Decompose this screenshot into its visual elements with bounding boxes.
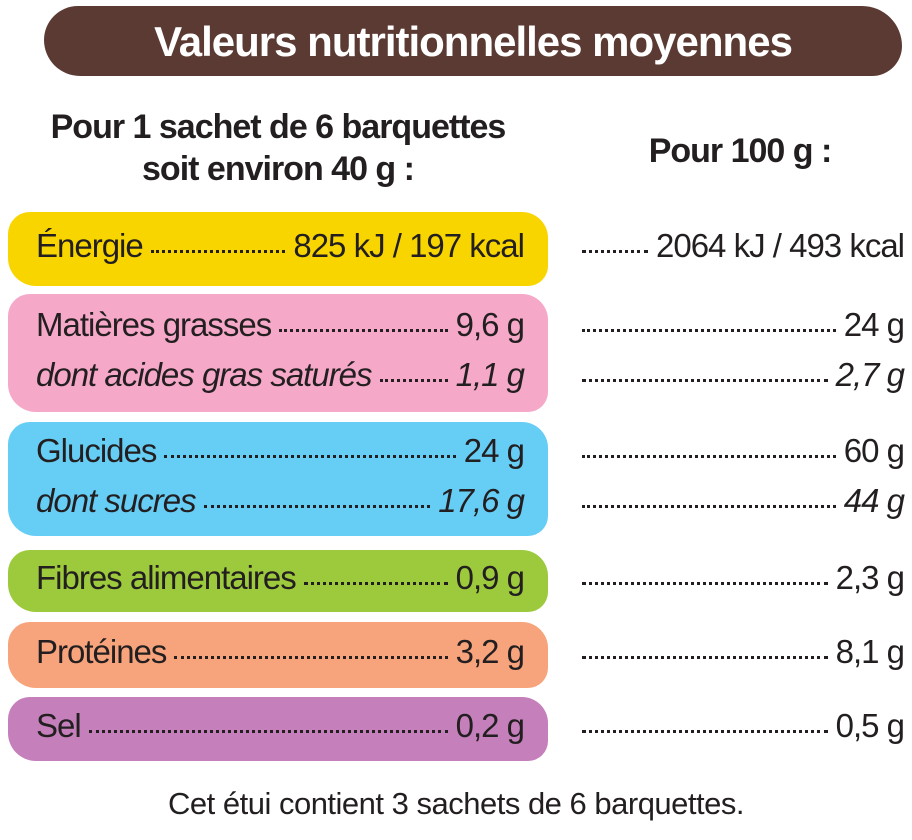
- per100-value: 60 g: [843, 432, 905, 469]
- header-line: soit environ 40 g :: [142, 150, 415, 188]
- nutrient-label: Énergie: [36, 227, 144, 264]
- dot-leader: [174, 656, 448, 659]
- row-per100: 24 g: [582, 306, 905, 344]
- per100-value: 44 g: [843, 482, 905, 519]
- dot-leader: [164, 455, 456, 458]
- row-per100: 60 g: [582, 432, 905, 470]
- row-per100: 8,1 g: [582, 633, 905, 671]
- row-per100: 2,3 g: [582, 559, 905, 597]
- dot-leader: [303, 582, 448, 585]
- row-portion: Protéines 3,2 g: [36, 633, 525, 671]
- row-per100: 0,5 g: [582, 707, 905, 745]
- dot-leader: [582, 730, 828, 733]
- dot-leader: [379, 379, 448, 382]
- per100-header: Pour 100 g :: [648, 132, 833, 170]
- dot-leader: [203, 505, 431, 508]
- row-per100: 2064 kJ / 493 kcal: [582, 227, 905, 265]
- portion-value: 9,6 g: [455, 306, 525, 343]
- nutrient-label: dont acides gras saturés: [36, 356, 373, 393]
- portion-value: 0,2 g: [455, 707, 525, 744]
- dot-leader: [582, 505, 836, 508]
- group-band: [8, 422, 548, 536]
- per100-value: 8,1 g: [835, 633, 905, 670]
- nutrient-label: dont sucres: [36, 482, 197, 519]
- nutrient-label: Glucides: [36, 432, 157, 469]
- title-bar: Valeurs nutritionnelles moyennes: [44, 6, 902, 76]
- nutrient-label: Fibres alimentaires: [36, 559, 297, 596]
- dot-leader: [582, 582, 828, 585]
- portion-value: 24 g: [463, 432, 525, 469]
- row-per100: 44 g: [582, 482, 905, 520]
- group-band: [8, 622, 548, 688]
- dot-leader: [582, 379, 828, 382]
- dot-leader: [279, 329, 448, 332]
- footer: Cet étui contient 3 sachets de 6 barquet…: [168, 786, 745, 821]
- dot-leader: [582, 656, 828, 659]
- portion-value: 3,2 g: [455, 633, 525, 670]
- portion-value: 0,9 g: [455, 559, 525, 596]
- group-band: [8, 294, 548, 412]
- portion-value: 825 kJ / 197 kcal: [293, 227, 525, 264]
- row-portion: Glucides 24 g: [36, 432, 525, 470]
- row-portion: dont sucres 17,6 g: [36, 482, 525, 520]
- nutrient-label: Sel: [36, 707, 82, 744]
- group-band: [8, 212, 548, 286]
- dot-leader: [582, 250, 648, 253]
- per100-value: 0,5 g: [835, 707, 905, 744]
- dot-leader: [88, 730, 448, 733]
- per100-value: 2,3 g: [835, 559, 905, 596]
- dot-leader: [582, 329, 836, 332]
- row-per100: 2,7 g: [582, 356, 905, 394]
- row-portion: Énergie 825 kJ / 197 kcal: [36, 227, 525, 265]
- per100-value: 24 g: [843, 306, 905, 343]
- portion-header: Pour 1 sachet de 6 barquettes soit envir…: [0, 106, 556, 190]
- group-band: [8, 697, 548, 761]
- row-portion: Matières grasses 9,6 g: [36, 306, 525, 344]
- per100-value: 2064 kJ / 493 kcal: [656, 227, 905, 264]
- dot-leader: [150, 250, 286, 253]
- per100-value: 2,7 g: [835, 356, 905, 393]
- row-portion: Fibres alimentaires 0,9 g: [36, 559, 525, 597]
- title: Valeurs nutritionnelles moyennes: [154, 18, 793, 65]
- nutrient-label: Protéines: [36, 633, 167, 670]
- nutrient-label: Matières grasses: [36, 306, 272, 343]
- header-line: Pour 1 sachet de 6 barquettes: [50, 108, 507, 146]
- row-portion: dont acides gras saturés 1,1 g: [36, 356, 525, 394]
- row-portion: Sel 0,2 g: [36, 707, 525, 745]
- dot-leader: [582, 455, 836, 458]
- portion-value: 17,6 g: [438, 482, 525, 519]
- group-band: [8, 550, 548, 612]
- portion-value: 1,1 g: [455, 356, 525, 393]
